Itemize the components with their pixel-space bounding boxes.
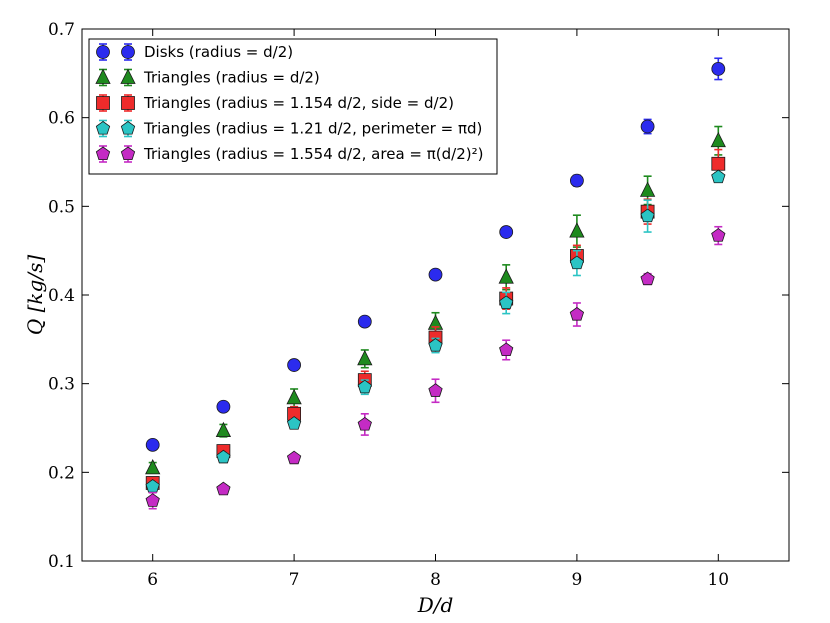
y-tick-label: 0.3 <box>48 375 75 395</box>
data-point <box>357 314 372 329</box>
data-point <box>287 358 302 372</box>
legend-marker <box>120 146 136 161</box>
y-tick-label: 0.7 <box>48 20 75 40</box>
series-4 <box>145 225 726 510</box>
data-point <box>640 208 655 223</box>
data-point <box>570 173 584 188</box>
legend-marker <box>95 146 111 161</box>
legend-label: Triangles (radius = 1.154 d/2, side = d/… <box>143 94 454 112</box>
legend-marker <box>120 68 136 84</box>
data-point <box>499 342 514 357</box>
data-point <box>216 481 231 496</box>
data-point <box>498 268 514 284</box>
y-tick-label: 0.4 <box>48 286 75 306</box>
x-tick-label: 8 <box>430 570 441 590</box>
legend-label: Triangles (radius = d/2) <box>143 69 320 87</box>
data-point <box>569 307 585 321</box>
data-point <box>216 449 231 464</box>
legend-marker <box>96 96 110 110</box>
data-point <box>499 225 514 239</box>
legend-marker <box>120 121 136 135</box>
data-point <box>216 399 231 414</box>
x-tick-label: 9 <box>571 570 582 590</box>
data-point <box>569 222 585 238</box>
x-tick-label: 7 <box>289 570 300 590</box>
legend-marker <box>95 68 111 84</box>
axis-ticks: 6 7 8 9 10 0.1 0.2 0.3 0.4 0.5 0.6 0.7 <box>48 20 789 590</box>
data-point <box>428 383 443 397</box>
data-point <box>639 181 656 197</box>
x-tick-label: 6 <box>147 570 158 590</box>
data-point <box>710 131 726 148</box>
data-point <box>357 349 373 366</box>
data-marks <box>145 57 726 510</box>
data-point <box>286 416 302 430</box>
data-point <box>569 255 585 270</box>
series-1 <box>145 125 726 475</box>
data-point <box>711 156 726 171</box>
data-point <box>145 493 160 507</box>
data-point <box>499 295 514 310</box>
legend: Disks (radius = d/2) Triangles (radius = … <box>88 38 498 175</box>
x-axis-label: D/d <box>417 593 454 617</box>
data-point <box>640 271 655 286</box>
y-axis-label: Q [kg/s] <box>23 255 47 335</box>
legend-box <box>88 38 498 175</box>
data-point <box>286 388 302 405</box>
series-0 <box>145 57 726 452</box>
data-point <box>428 267 443 282</box>
data-point <box>286 450 302 465</box>
legend-entry-4: Triangles (radius = 1.554 d/2, area = π(… <box>95 145 483 163</box>
legend-entry-2: Triangles (radius = 1.154 d/2, side = d/… <box>96 94 454 112</box>
legend-label: Triangles (radius = 1.554 d/2, area = π(… <box>143 145 483 163</box>
legend-marker <box>96 45 110 59</box>
data-point <box>711 169 726 184</box>
legend-entry-3: Triangles (radius = 1.21 d/2, perimeter … <box>95 120 482 138</box>
legend-label: Triangles (radius = 1.21 d/2, perimeter … <box>143 120 482 138</box>
legend-entry-0: Disks (radius = d/2) <box>96 43 293 61</box>
data-point <box>357 379 372 394</box>
y-tick-label: 0.5 <box>48 197 75 217</box>
legend-marker <box>121 96 135 110</box>
legend-marker <box>95 121 111 135</box>
data-point <box>711 228 726 242</box>
data-point <box>428 338 443 352</box>
data-point <box>640 119 655 134</box>
data-point <box>215 421 232 438</box>
y-tick-label: 0.2 <box>48 463 75 483</box>
data-point <box>145 437 160 452</box>
legend-entry-1: Triangles (radius = d/2) <box>95 68 320 87</box>
series-3 <box>145 169 726 493</box>
data-point <box>357 416 372 431</box>
y-tick-label: 0.6 <box>48 109 75 129</box>
data-point <box>711 62 726 76</box>
legend-label: Disks (radius = d/2) <box>144 43 293 61</box>
x-tick-label: 10 <box>707 570 729 590</box>
data-point <box>145 459 161 475</box>
legend-marker <box>121 45 135 59</box>
y-tick-label: 0.1 <box>48 552 75 572</box>
